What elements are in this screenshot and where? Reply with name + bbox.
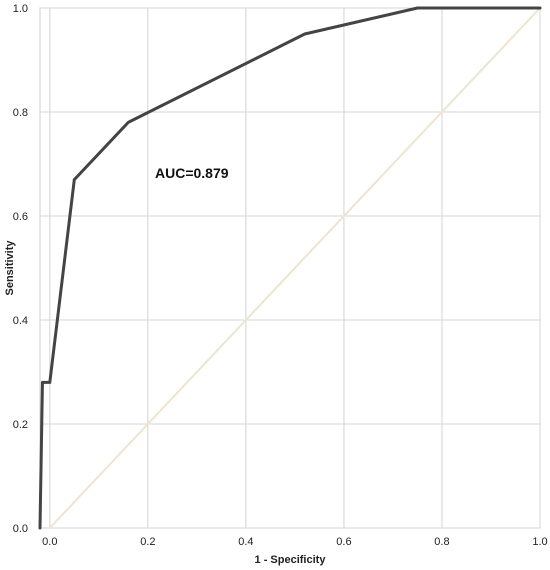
grid [39, 7, 541, 529]
x-axis: 0.0 0.2 0.4 0.6 0.8 1.0 [42, 536, 547, 548]
y-tick-label: 0.8 [13, 107, 28, 119]
y-tick-label: 0.0 [13, 523, 28, 535]
y-tick-label: 0.4 [13, 315, 28, 327]
roc-curve-line [38, 6, 542, 530]
auc-annotation: AUC=0.879 [155, 165, 229, 181]
x-tick-label: 0.2 [140, 536, 155, 548]
y-tick-label: 1.0 [13, 3, 28, 15]
y-tick-label: 0.2 [13, 419, 28, 431]
x-tick-label: 0.4 [238, 536, 253, 548]
series-layer [38, 6, 542, 530]
x-axis-title: 1 - Specificity [255, 554, 327, 566]
x-tick-label: 0.6 [336, 536, 351, 548]
x-tick-label: 0.8 [434, 536, 449, 548]
x-tick-label: 1.0 [532, 536, 547, 548]
y-axis-title: Sensitivity [4, 240, 16, 296]
y-tick-label: 0.6 [13, 211, 28, 223]
y-axis: 0.0 0.2 0.4 0.6 0.8 1.0 [13, 3, 28, 535]
plot-frame [39, 7, 541, 529]
reference-diagonal-line [48, 7, 541, 529]
x-tick-label: 0.0 [42, 536, 57, 548]
